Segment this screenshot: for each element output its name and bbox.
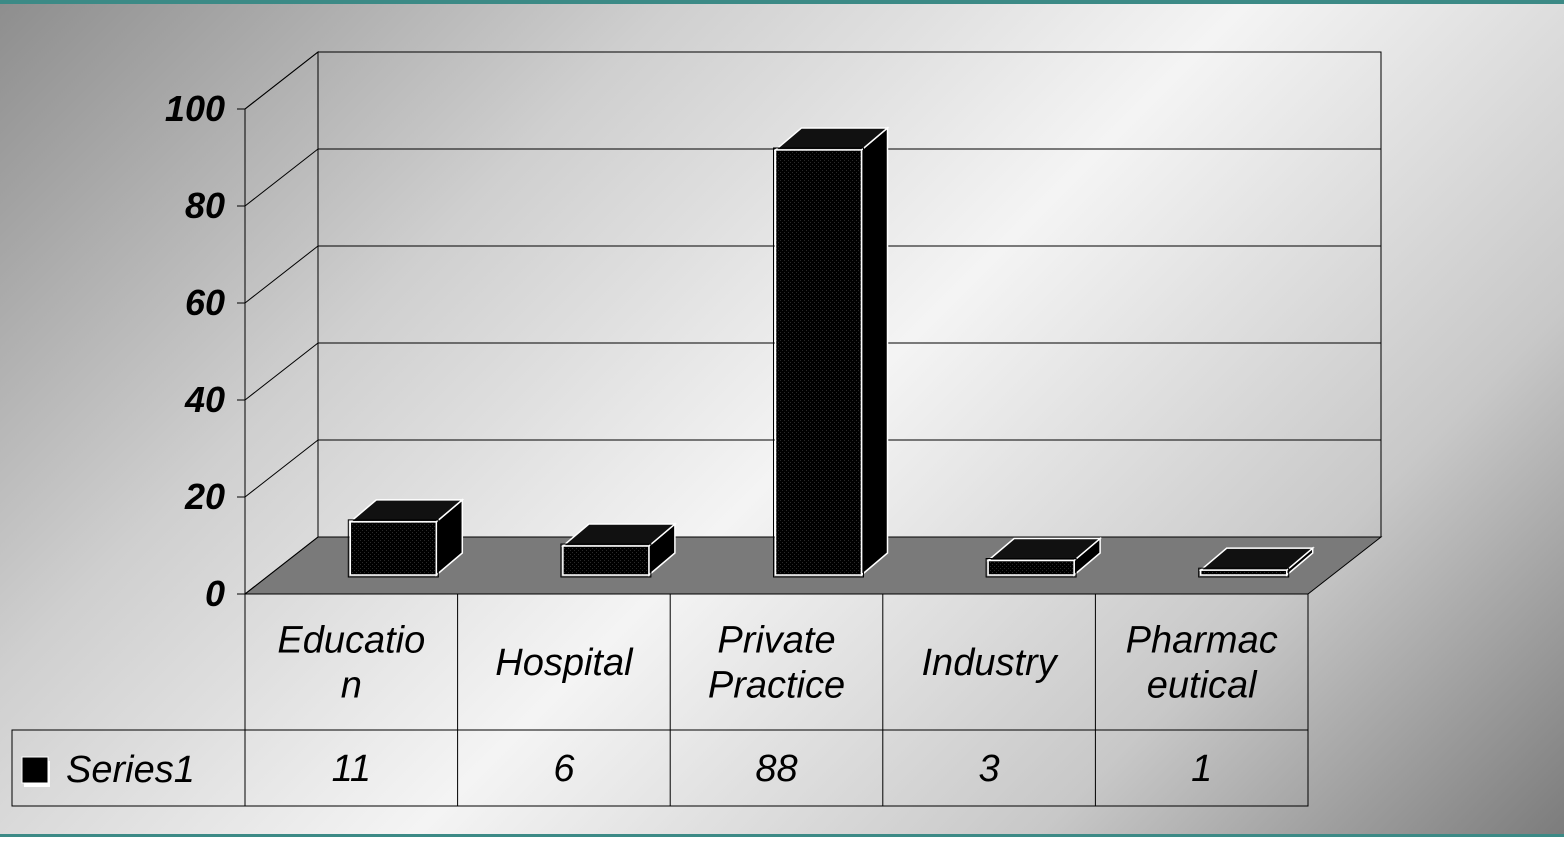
bar [773, 126, 890, 578]
gridline-side [244, 51, 319, 110]
category-label: Educatio [277, 620, 425, 662]
bar-front [562, 545, 650, 576]
y-tick-label: 60 [185, 282, 225, 323]
data-value-label: 11 [332, 748, 371, 790]
bars [347, 126, 1315, 578]
bar-side [860, 126, 889, 577]
category-label: Industry [922, 642, 1059, 684]
bar-outline [560, 543, 652, 578]
bar-front [349, 521, 438, 576]
series-name: Series1 [66, 749, 195, 791]
y-tick-label: 80 [185, 185, 225, 226]
bar-outline [773, 147, 864, 578]
category-label: eutical [1147, 665, 1258, 707]
bar-outline [985, 558, 1077, 578]
gridline-side [244, 148, 319, 207]
bar [560, 522, 677, 578]
bar [1198, 546, 1315, 578]
category-label: n [341, 665, 362, 707]
gridline-side [244, 245, 319, 304]
y-axis: 0 20 40 60 80 100 [165, 88, 246, 614]
bar-outline [347, 519, 439, 578]
category-row [244, 593, 1309, 731]
y-tick-label: 100 [165, 88, 225, 129]
data-value-label: 6 [553, 748, 575, 790]
category-label: Practice [708, 665, 845, 707]
data-value-label: 1 [1191, 748, 1212, 790]
side-wall [244, 50, 319, 596]
data-value-label: 3 [979, 748, 1000, 790]
bar [347, 498, 465, 578]
bar-outline [1198, 567, 1290, 578]
category-label: Private [717, 620, 835, 662]
data-value-label: 88 [755, 748, 797, 790]
y-tick-label: 20 [184, 476, 225, 517]
gridline-side [244, 342, 319, 401]
legend-key [21, 756, 50, 787]
values-row [11, 729, 1309, 807]
bar-front [1199, 569, 1288, 576]
bar-front [774, 149, 863, 576]
category-label: Hospital [495, 642, 634, 684]
bar-front [987, 559, 1075, 576]
y-tick-label: 0 [205, 573, 225, 614]
legend-key-box [21, 756, 49, 784]
bar [985, 536, 1103, 578]
gridline-side [244, 439, 319, 498]
y-tick-label: 40 [184, 379, 225, 420]
category-label: Pharmac [1126, 620, 1278, 662]
